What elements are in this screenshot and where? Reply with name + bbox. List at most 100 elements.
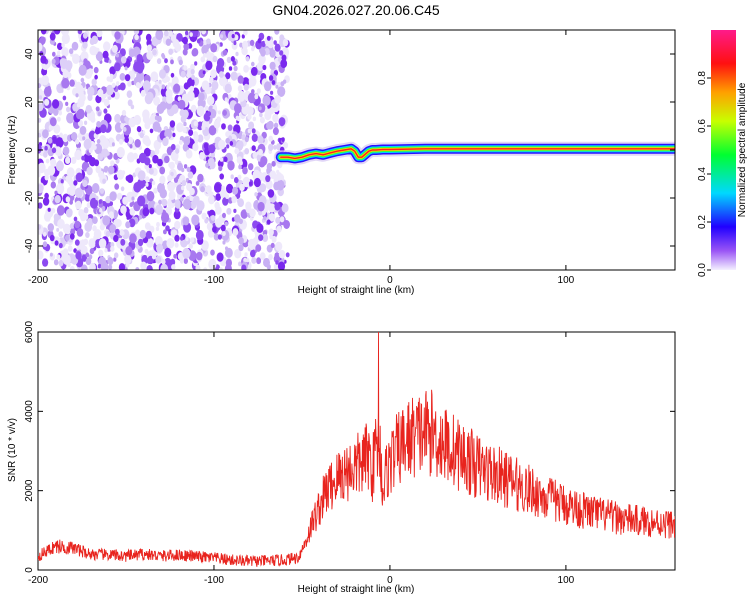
- heatmap-noise-cell: [95, 165, 102, 174]
- heatmap-noise-cell: [69, 79, 75, 87]
- heatmap-noise-cell: [98, 199, 102, 204]
- heatmap-noise-cell: [82, 32, 88, 39]
- heatmap-noise-cell: [231, 34, 235, 39]
- figure-title: GN04.2026.027.20.06.C45: [272, 2, 440, 18]
- heatmap-noise-cell: [276, 143, 282, 151]
- heatmap-noise-cell: [73, 180, 78, 186]
- heatmap-noise-cell: [76, 102, 81, 108]
- heatmap-noise-cell: [225, 131, 230, 138]
- heatmap-noise-cell: [208, 258, 217, 270]
- heatmap-noise-cell: [178, 99, 186, 110]
- heatmap-noise-cell: [76, 228, 84, 237]
- heatmap-noise-cell: [83, 138, 92, 150]
- heatmap-noise-cell: [104, 58, 108, 63]
- heatmap-noise-cell: [237, 198, 241, 204]
- heatmap-noise-cell: [85, 104, 93, 114]
- heatmap-noise-cell: [183, 136, 191, 146]
- heatmap-noise-cell: [168, 48, 174, 55]
- heatmap-noise-cell: [234, 147, 240, 155]
- heatmap-noise-cell: [200, 186, 206, 193]
- heatmap-noise-cell: [146, 44, 152, 52]
- heatmap-noise-cell: [150, 71, 159, 82]
- heatmap-noise-cell: [114, 31, 121, 40]
- heatmap-noise-cell: [126, 215, 130, 220]
- heatmap-noise-cell: [268, 143, 274, 151]
- heatmap-noise-cell: [209, 191, 214, 197]
- heatmap-noise-cell: [129, 208, 136, 216]
- heatmap-noise-cell: [65, 101, 69, 106]
- heatmap-noise-cell: [274, 252, 280, 259]
- heatmap-noise-cell: [262, 234, 269, 242]
- heatmap-noise-cell: [243, 65, 250, 73]
- heatmap-noise-cell: [161, 212, 170, 224]
- heatmap-noise-cell: [263, 257, 270, 268]
- heatmap-noise-cell: [139, 132, 144, 139]
- heatmap-noise-cell: [280, 59, 288, 69]
- heatmap-ridge: [273, 141, 675, 166]
- heatmap-noise-cell: [108, 211, 114, 219]
- heatmap-noise-cell: [180, 196, 184, 202]
- heatmap-noise-cell: [38, 184, 44, 194]
- colorbar-label: Normalized spectral amplitude: [737, 82, 748, 217]
- heatmap-noise-cell: [89, 262, 96, 270]
- heatmap-noise-cell: [145, 176, 150, 183]
- heatmap-noise-cell: [163, 30, 169, 37]
- heatmap-noise-cell: [156, 243, 164, 253]
- heatmap-noise-cell: [241, 34, 245, 39]
- heatmap-noise-cell: [250, 249, 256, 258]
- heatmap-noise-cell: [133, 30, 140, 35]
- heatmap-noise-cell: [47, 207, 51, 212]
- heatmap-noise-cell: [42, 258, 49, 267]
- heatmap-noise-cell: [78, 30, 82, 35]
- heatmap-noise-cell: [61, 78, 70, 89]
- heatmap-noise-cell: [113, 234, 119, 243]
- heatmap-noise-cell: [75, 93, 79, 98]
- heatmap-noise-cell: [198, 92, 205, 102]
- heatmap-noise-cell: [44, 98, 50, 106]
- heatmap-noise-cell: [81, 264, 88, 270]
- heatmap-noise-cell: [172, 132, 176, 138]
- heatmap-noise-cell: [43, 151, 48, 158]
- heatmap-noise-cell: [238, 164, 242, 170]
- heatmap-noise-cell: [268, 203, 276, 213]
- heatmap-noise-cell: [52, 51, 56, 57]
- heatmap-noise-cell: [151, 180, 156, 186]
- heatmap-noise-cell: [268, 213, 276, 222]
- heatmap-noise-cell: [201, 241, 209, 251]
- heatmap-noise-cell: [62, 146, 70, 156]
- heatmap-noise-cell: [145, 33, 152, 42]
- heatmap-noise-cell: [168, 162, 173, 168]
- heatmap-noise-cell: [230, 56, 235, 62]
- heatmap-noise-cell: [255, 244, 262, 252]
- heatmap-noise-cell: [258, 148, 263, 156]
- heatmap-noise-cell: [115, 228, 120, 236]
- heatmap-noise-cell: [120, 56, 127, 64]
- heatmap-noise-cell: [70, 228, 76, 235]
- heatmap-noise-cell: [219, 173, 224, 180]
- heatmap-noise-cell: [262, 64, 267, 71]
- heatmap-noise-cell: [82, 41, 88, 49]
- heatmap-noise-cell: [167, 182, 174, 191]
- heatmap-noise-cell: [239, 42, 243, 48]
- snr-x-tick-label: -100: [204, 575, 224, 586]
- colorbar-tick-label: 0.0: [697, 263, 708, 277]
- heatmap-noise-cell: [38, 42, 43, 52]
- heatmap-noise-cell: [127, 81, 132, 87]
- heatmap-noise-cell: [101, 148, 109, 158]
- heatmap-noise-cell: [213, 233, 220, 241]
- heatmap-noise-cell: [191, 74, 196, 80]
- heatmap-noise-cell: [159, 101, 167, 111]
- heatmap-noise-cell: [266, 162, 273, 171]
- heatmap-noise-cell: [160, 263, 169, 270]
- heatmap-noise-cell: [195, 264, 201, 270]
- heatmap-noise-cell: [232, 186, 239, 195]
- heatmap-noise-cell: [89, 45, 97, 56]
- heatmap-noise-cell: [208, 195, 215, 205]
- heatmap-noise-cell: [126, 152, 135, 163]
- heatmap-noise-cell: [52, 136, 57, 143]
- heatmap-noise-cell: [238, 261, 242, 267]
- heatmap-noise-cell: [252, 169, 261, 181]
- heatmap-noise-cell: [109, 73, 114, 79]
- heatmap-noise-cell: [91, 78, 97, 86]
